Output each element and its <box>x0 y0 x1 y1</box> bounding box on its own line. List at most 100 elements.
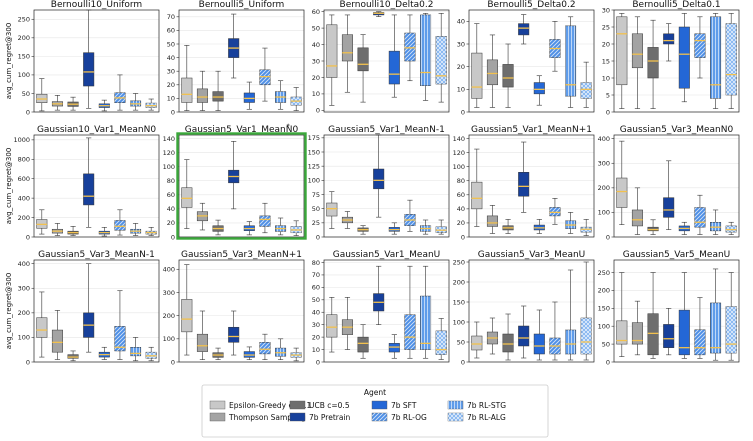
box-body <box>533 333 545 355</box>
y-tick-label: 0 <box>606 108 610 116</box>
panel-title: Bernoulli10_Delta0.2 <box>340 0 434 10</box>
panel-title-marker: * <box>287 122 291 130</box>
chart-panels: Bernoulli10_Uniform050100150200250Bernou… <box>13 0 740 366</box>
box-body <box>471 52 483 99</box>
legend: Agent Epsilon-Greedy e=0.1 Thompson Sampl… <box>201 384 549 438</box>
panel-title: Gaussian5_Var5_MeanU <box>623 250 731 260</box>
box-rlog <box>404 199 416 232</box>
legend-item-rlstg: 7b RL-STG <box>447 400 506 410</box>
panel-11: Gaussian5_Var3_MeanN-1 0 100 200 300 400 <box>18 250 160 366</box>
y-tick-label: 0 <box>316 358 320 366</box>
box-body <box>678 26 690 89</box>
box-eg <box>471 321 483 359</box>
box-pre <box>83 9 95 109</box>
legend-label: Epsilon-Greedy e=0.1 <box>229 401 311 410</box>
y-tick-label: 10 <box>312 90 320 98</box>
box-hatch <box>565 330 576 354</box>
box-hatch <box>694 33 706 58</box>
panel-frame <box>613 134 740 238</box>
y-tick-label: 100 <box>308 177 320 185</box>
box-ucb <box>502 219 514 234</box>
box-eg <box>471 148 483 227</box>
box-eg <box>326 14 338 106</box>
panel-3: Bernoulli10_Delta0.2 0 10 20 30 40 50 60 <box>312 0 450 115</box>
y-tick-label: 40 <box>312 309 320 317</box>
box-rlalg <box>435 219 447 235</box>
box-body <box>357 47 369 72</box>
box-body <box>326 24 338 78</box>
box-eg <box>181 264 193 356</box>
box-pre <box>518 141 530 213</box>
y-tick-label: 50 <box>312 296 320 304</box>
box-body <box>196 333 208 352</box>
box-rlog <box>694 16 706 79</box>
box-hatch <box>725 23 737 96</box>
box-body <box>663 33 675 45</box>
box-rlalg <box>435 318 447 360</box>
y-tick-label: 150 <box>18 53 30 61</box>
legend-swatch <box>289 412 306 422</box>
y-tick-label: 0 <box>26 233 30 241</box>
box-rlog <box>404 14 416 82</box>
y-tick-label: 150 <box>598 305 610 313</box>
box-eg <box>36 78 48 112</box>
box-eg <box>181 159 193 229</box>
y-tick-label: 150 <box>308 148 320 156</box>
y-tick-label: 80 <box>312 259 320 267</box>
y-tick-label: 100 <box>163 163 175 171</box>
box-ts <box>341 211 353 229</box>
panel-frame <box>33 9 160 113</box>
box-sft <box>678 13 690 103</box>
box-ucb <box>212 219 224 236</box>
box-hatch <box>130 347 141 356</box>
panel-8: Gaussian5_Var1_MeanN-1 0 25 50 75 100 125 150 17… <box>308 125 450 241</box>
box-rlog <box>114 209 126 236</box>
box-eg <box>616 272 628 357</box>
box-body <box>326 202 338 217</box>
box-rlog <box>549 301 561 361</box>
box-body <box>471 335 483 351</box>
box-pre <box>83 263 95 353</box>
box-body <box>51 329 63 353</box>
y-tick-label: 25 <box>312 219 320 227</box>
legend-label: 7b RL-OG <box>391 413 427 422</box>
box-body <box>647 313 659 356</box>
panel-frame <box>468 134 595 238</box>
box-ts <box>51 95 63 111</box>
y-tick-label: 20 <box>312 333 320 341</box>
box-sft <box>388 222 400 235</box>
y-tick-label: 50 <box>602 340 610 348</box>
y-tick-label: 20 <box>457 219 465 227</box>
box-hatch <box>114 326 126 351</box>
box-body <box>616 16 628 86</box>
box-rlalg <box>145 98 157 111</box>
box-sft <box>98 346 110 360</box>
box-ts <box>486 205 498 234</box>
box-hatch <box>694 329 706 355</box>
panel-frame <box>178 259 305 363</box>
y-tick-label: 300 <box>18 285 30 293</box>
box-hatch <box>259 69 271 85</box>
box-eg <box>326 297 338 353</box>
box-body <box>196 88 208 103</box>
box-ucb <box>647 272 659 359</box>
box-pre <box>228 310 240 356</box>
box-body <box>181 299 193 333</box>
box-rlstg <box>130 93 142 111</box>
legend-label: Thompson Sampling <box>228 413 306 422</box>
box-ucb <box>357 34 369 103</box>
legend-label: 7b RL-STG <box>467 401 506 410</box>
y-tick-label: 20 <box>312 74 320 82</box>
box-body <box>486 215 498 227</box>
panel-15: Gaussian5_Var5_MeanU 0 50 100 150 200 250 <box>598 250 740 366</box>
box-sft <box>98 226 110 237</box>
box-rlstg <box>130 223 142 236</box>
legend-item-pre: 7b Pretrain <box>289 412 351 422</box>
y-tick-label: 10 <box>457 86 465 94</box>
legend-label: UCB c=0.5 <box>309 401 350 410</box>
box-sft <box>533 219 545 234</box>
box-body <box>341 34 353 62</box>
y-tick-label: 120 <box>163 149 175 157</box>
box-body <box>83 52 95 87</box>
y-tick-label: 60 <box>312 284 320 292</box>
